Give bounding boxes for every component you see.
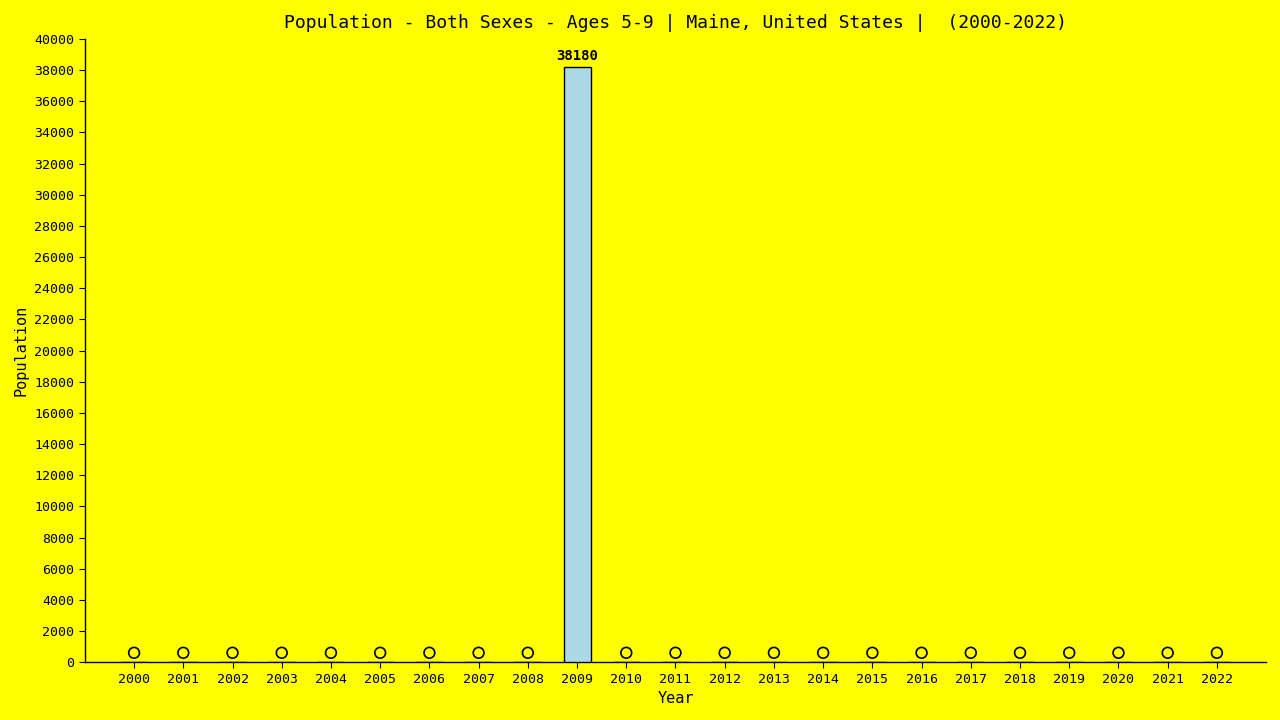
Point	[124, 647, 145, 659]
Point	[960, 647, 980, 659]
Point	[1207, 647, 1228, 659]
Point	[173, 647, 193, 659]
Point	[1108, 647, 1129, 659]
Title: Population - Both Sexes - Ages 5-9 | Maine, United States |  (2000-2022): Population - Both Sexes - Ages 5-9 | Mai…	[284, 14, 1068, 32]
Point	[666, 647, 686, 659]
Point	[517, 647, 538, 659]
Point	[419, 647, 439, 659]
Point	[714, 647, 735, 659]
Point	[321, 647, 342, 659]
Point	[271, 647, 292, 659]
X-axis label: Year: Year	[657, 691, 694, 706]
Point	[370, 647, 390, 659]
Point	[911, 647, 932, 659]
Text: 38180: 38180	[556, 49, 598, 63]
Bar	[563, 68, 590, 662]
Y-axis label: Population: Population	[14, 305, 29, 396]
Point	[468, 647, 489, 659]
Point	[1157, 647, 1178, 659]
Point	[1059, 647, 1079, 659]
Point	[813, 647, 833, 659]
Point	[1010, 647, 1030, 659]
Point	[863, 647, 883, 659]
Point	[764, 647, 785, 659]
Point	[223, 647, 243, 659]
Point	[616, 647, 636, 659]
